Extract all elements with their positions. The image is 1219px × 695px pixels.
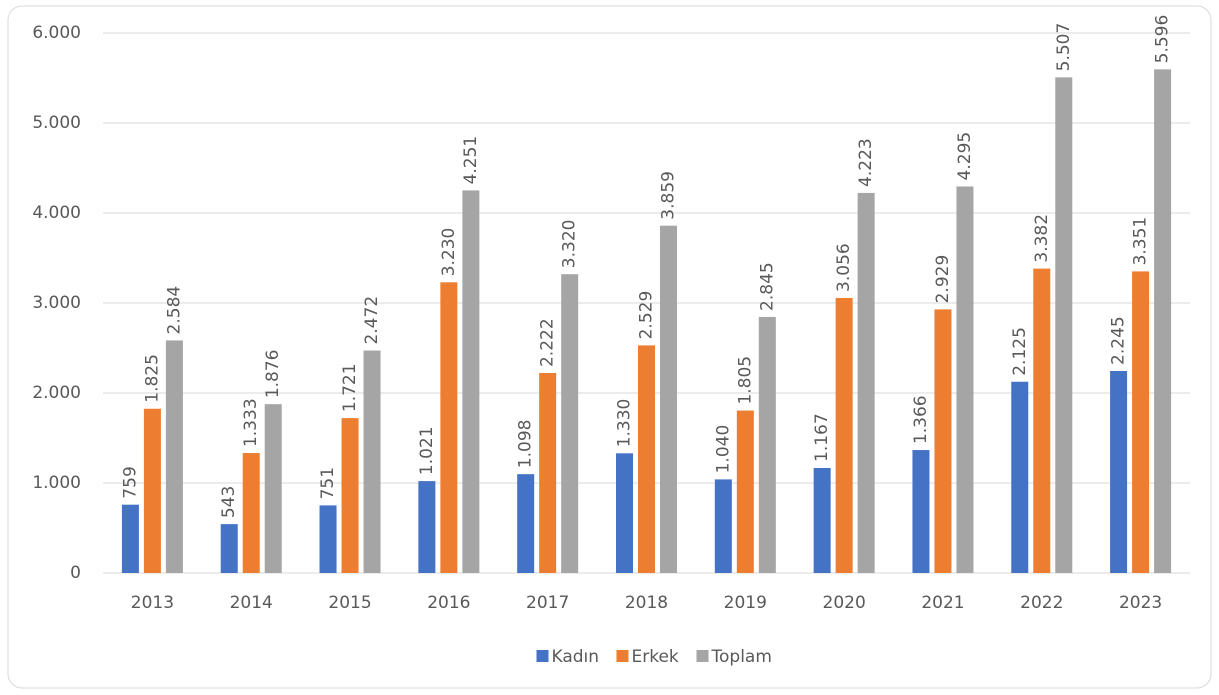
bar: [714, 479, 732, 573]
bar: [1033, 268, 1051, 573]
y-tick-label: 1.000: [32, 473, 81, 493]
bar: [121, 504, 139, 573]
bar: [1154, 69, 1172, 574]
bar: [835, 297, 853, 573]
data-label: 3.382: [1032, 214, 1052, 263]
bar: [517, 474, 535, 573]
legend-label: Kadın: [552, 647, 600, 667]
data-label: 2.929: [933, 255, 953, 304]
x-tick-label: 2017: [526, 593, 569, 613]
bar: [912, 450, 930, 573]
data-label: 759: [120, 466, 140, 498]
bar: [1055, 77, 1073, 574]
bar: [418, 481, 436, 573]
bar: [165, 340, 183, 573]
legend-swatch: [696, 650, 709, 662]
x-tick-label: 2022: [1020, 593, 1063, 613]
data-label: 1.040: [713, 425, 733, 474]
data-label: 3.230: [439, 228, 459, 277]
bar: [857, 192, 875, 573]
chart-border: [7, 5, 1212, 689]
data-label: 2.472: [362, 296, 382, 345]
x-tick-label: 2015: [328, 593, 371, 613]
bar: [264, 404, 282, 573]
x-tick-label: 2016: [427, 593, 470, 613]
bar: [736, 410, 754, 573]
data-label: 1.825: [142, 354, 162, 403]
bar: [561, 274, 579, 573]
bar: [934, 309, 952, 573]
y-tick-label: 5.000: [32, 113, 81, 133]
bar: [462, 190, 480, 573]
bar: [143, 408, 161, 573]
bar: [1110, 370, 1128, 573]
bar: [539, 373, 557, 573]
data-label: 1.366: [911, 395, 931, 444]
data-label: 5.596: [1153, 15, 1173, 64]
legend-swatch: [536, 650, 549, 662]
x-tick-label: 2020: [823, 593, 866, 613]
data-label: 1.330: [615, 399, 635, 448]
y-tick-label: 6.000: [32, 23, 81, 43]
x-tick-label: 2021: [921, 593, 964, 613]
data-label: 3.859: [659, 171, 679, 220]
data-label: 3.320: [560, 220, 580, 269]
bar: [1132, 271, 1150, 573]
data-label: 2.245: [1109, 316, 1129, 365]
bar: [242, 453, 260, 573]
legend-label: Toplam: [711, 647, 772, 667]
bar: [813, 467, 831, 573]
data-label: 1.167: [812, 413, 832, 462]
y-tick-label: 3.000: [32, 293, 81, 313]
y-tick-label: 0: [70, 563, 81, 583]
data-label: 1.098: [516, 420, 536, 469]
x-tick-label: 2014: [230, 593, 273, 613]
data-label: 3.056: [834, 243, 854, 292]
bar: [660, 225, 677, 573]
legend-swatch: [616, 650, 629, 662]
data-label: 2.125: [1010, 327, 1030, 376]
data-label: 4.295: [955, 132, 975, 181]
data-label: 4.251: [461, 136, 481, 185]
data-label: 4.223: [856, 138, 876, 187]
legend-label: Erkek: [632, 647, 679, 667]
data-label: 2.845: [757, 262, 777, 311]
data-label: 2.222: [538, 318, 558, 367]
data-label: 1.721: [340, 363, 360, 412]
data-label: 751: [318, 467, 338, 499]
bar: [638, 345, 655, 573]
bar: [1011, 381, 1029, 573]
data-label: 543: [219, 486, 239, 518]
x-tick-label: 2023: [1119, 593, 1162, 613]
data-label: 1.021: [417, 426, 437, 475]
bar: [363, 350, 381, 573]
y-tick-label: 4.000: [32, 203, 81, 223]
bar: [616, 453, 633, 573]
x-tick-label: 2019: [724, 593, 767, 613]
data-label: 1.333: [241, 398, 261, 447]
data-label: 3.351: [1131, 217, 1151, 266]
data-label: 1.876: [263, 349, 283, 398]
y-tick-label: 2.000: [32, 383, 81, 403]
bar: [758, 316, 776, 573]
data-label: 5.507: [1054, 23, 1074, 72]
bar: [341, 418, 359, 573]
data-label: 2.529: [637, 291, 657, 340]
x-tick-label: 2013: [131, 593, 174, 613]
bar: [319, 505, 337, 573]
x-tick-label: 2018: [625, 593, 668, 613]
data-label: 2.584: [164, 286, 184, 335]
bar: [220, 524, 238, 573]
bar: [440, 282, 458, 573]
data-label: 1.805: [735, 356, 755, 405]
bar: [956, 186, 974, 573]
